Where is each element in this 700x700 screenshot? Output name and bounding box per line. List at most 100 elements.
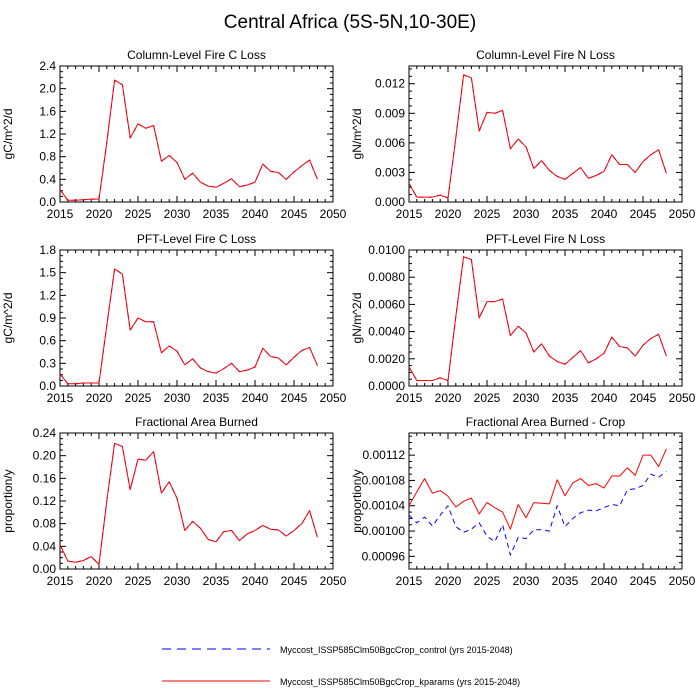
y-tick-label: 0.00104	[362, 499, 406, 513]
series-line-control	[408, 74, 667, 199]
y-axis-label: proportion/y	[1, 469, 15, 532]
y-tick-label: 0.00	[33, 562, 57, 576]
x-tick-label: 2030	[513, 574, 540, 588]
chart-title: PFT-Level Fire C Loss	[137, 232, 256, 246]
series-line-control	[59, 268, 318, 385]
y-tick-label: 0.009	[375, 106, 405, 120]
x-tick-label: 2025	[125, 207, 152, 221]
y-tick-label: 0.006	[375, 136, 405, 150]
x-tick-label: 2020	[86, 207, 113, 221]
y-axis-label: gN/m^2/d	[350, 109, 364, 160]
x-tick-label: 2045	[281, 391, 308, 405]
x-tick-label: 2035	[203, 207, 230, 221]
x-tick-label: 2015	[396, 391, 423, 405]
x-tick-label: 2050	[320, 391, 347, 405]
y-tick-label: 0.0	[39, 195, 56, 209]
x-tick-label: 2020	[435, 574, 462, 588]
series-line-kparams	[408, 256, 667, 382]
series-line-control	[408, 256, 667, 382]
x-tick-label: 2035	[552, 574, 579, 588]
chart-title: Fractional Area Burned - Crop	[466, 415, 626, 429]
plot-frame	[408, 432, 683, 570]
x-tick-label: 2015	[47, 207, 74, 221]
y-tick-label: 0.9	[39, 311, 56, 325]
x-tick-label: 2040	[591, 207, 618, 221]
x-tick-label: 2050	[669, 574, 696, 588]
y-tick-label: 0.04	[33, 539, 57, 553]
x-tick-label: 2045	[281, 574, 308, 588]
x-tick-label: 2025	[474, 574, 501, 588]
series-line-control	[408, 471, 667, 556]
y-tick-label: 0.000	[375, 195, 405, 209]
chart-panels: Column-Level Fire C Loss gC/m^2/d 2015 2020…	[1, 48, 696, 588]
chart-panel-3: PFT-Level Fire C Loss gC/m^2/d 2015 2020 202…	[1, 232, 347, 405]
y-tick-label: 0.08	[33, 517, 57, 531]
x-tick-label: 2035	[203, 391, 230, 405]
y-tick-label: 0.0020	[368, 352, 405, 366]
figure-title: Central Africa (5S-5N,10-30E)	[223, 12, 477, 33]
y-tick-label: 1.2	[39, 288, 56, 302]
chart-panel-1: Column-Level Fire C Loss gC/m^2/d 2015 2020…	[1, 48, 347, 221]
y-tick-label: 2.0	[39, 82, 56, 96]
chart-panel-6: Fractional Area Burned - Crop proportion/…	[350, 415, 696, 588]
x-tick-label: 2045	[281, 207, 308, 221]
y-tick-label: 0.3	[39, 356, 56, 370]
x-tick-label: 2045	[630, 207, 657, 221]
x-tick-label: 2050	[320, 207, 347, 221]
x-tick-label: 2020	[86, 391, 113, 405]
y-tick-label: 1.6	[39, 104, 56, 118]
y-axis-label: gC/m^2/d	[1, 293, 15, 344]
y-tick-label: 0.012	[375, 77, 405, 91]
series-line-kparams	[59, 268, 318, 385]
chart-title: Fractional Area Burned	[135, 415, 258, 429]
x-tick-label: 2030	[513, 207, 540, 221]
x-tick-label: 2030	[164, 207, 191, 221]
y-tick-label: 0.0100	[368, 243, 405, 257]
y-tick-label: 0.0060	[368, 297, 405, 311]
series-line-kparams	[59, 79, 318, 201]
y-tick-label: 0.12	[33, 494, 57, 508]
x-tick-label: 2040	[242, 391, 269, 405]
y-tick-label: 0.003	[375, 165, 405, 179]
series-line-control	[59, 442, 318, 565]
y-tick-label: 0.0080	[368, 270, 405, 284]
x-tick-label: 2020	[435, 207, 462, 221]
y-tick-label: 0.6	[39, 334, 56, 348]
y-tick-label: 0.0040	[368, 325, 405, 339]
y-tick-label: 0.0	[39, 379, 56, 393]
x-tick-label: 2040	[591, 391, 618, 405]
chart-title: Column-Level Fire N Loss	[476, 48, 615, 62]
plot-frame	[408, 65, 683, 203]
y-tick-label: 0.24	[33, 426, 57, 440]
y-tick-label: 1.5	[39, 266, 56, 280]
y-axis-label: proportion/y	[350, 469, 364, 532]
chart-title: Column-Level Fire C Loss	[127, 48, 266, 62]
y-tick-label: 0.4	[39, 172, 56, 186]
y-tick-label: 0.8	[39, 150, 56, 164]
x-tick-label: 2045	[630, 391, 657, 405]
x-tick-label: 2030	[513, 391, 540, 405]
y-tick-label: 0.16	[33, 471, 57, 485]
x-tick-label: 2025	[474, 207, 501, 221]
chart-panel-4: PFT-Level Fire N Loss gN/m^2/d 2015 2020 202…	[350, 232, 696, 405]
x-tick-label: 2015	[396, 207, 423, 221]
chart-panel-5: Fractional Area Burned proportion/y 2015 20…	[1, 415, 347, 588]
series-line-kparams	[408, 74, 667, 199]
x-tick-label: 2040	[242, 574, 269, 588]
x-tick-label: 2020	[86, 574, 113, 588]
x-tick-label: 2020	[435, 391, 462, 405]
y-tick-label: 1.2	[39, 127, 56, 141]
y-tick-label: 0.00100	[362, 524, 406, 538]
y-tick-label: 0.00112	[363, 448, 406, 462]
legend: Myccost_ISSP585Clm50BgcCrop_control (yrs…	[162, 645, 520, 687]
y-tick-label: 1.8	[39, 243, 56, 257]
y-tick-label: 2.4	[39, 59, 56, 73]
series-line-kparams	[408, 448, 667, 530]
x-tick-label: 2035	[552, 391, 579, 405]
x-tick-label: 2040	[591, 574, 618, 588]
x-tick-label: 2025	[474, 391, 501, 405]
chart-title: PFT-Level Fire N Loss	[486, 232, 605, 246]
x-tick-label: 2035	[552, 207, 579, 221]
x-tick-label: 2040	[242, 207, 269, 221]
